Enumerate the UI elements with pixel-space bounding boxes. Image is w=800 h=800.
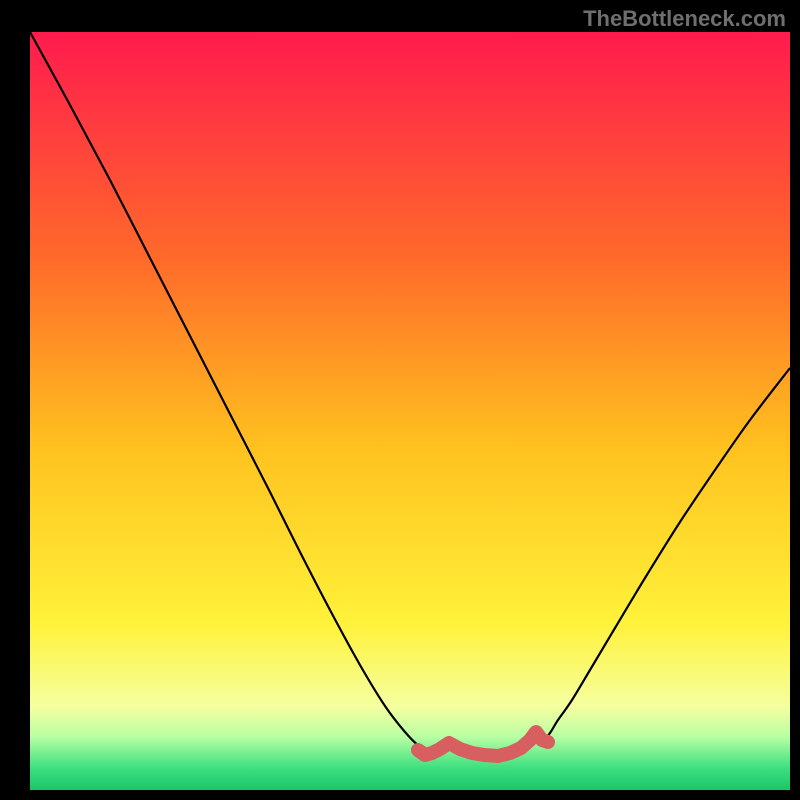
chart-container: TheBottleneck.com bbox=[0, 0, 800, 800]
watermark-text: TheBottleneck.com bbox=[583, 6, 786, 32]
plot-background bbox=[30, 32, 790, 790]
bottleneck-chart bbox=[0, 0, 800, 800]
